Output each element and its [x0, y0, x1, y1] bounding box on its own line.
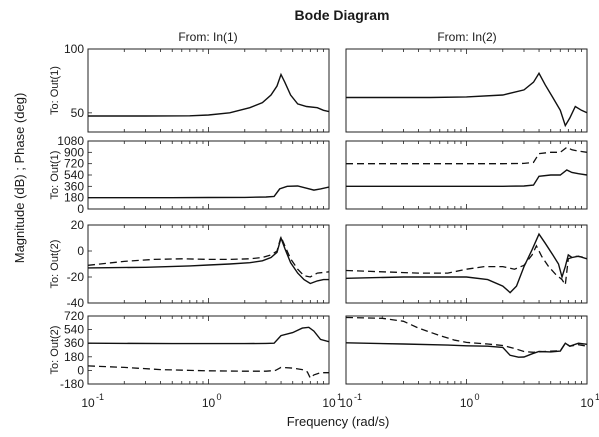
column-label-in1: From: In(1): [178, 30, 237, 44]
y-tick-label: 360: [64, 336, 84, 350]
y-tick-label: -180: [60, 377, 84, 391]
series-line-p0-solid: [88, 72, 329, 117]
x-tick-exponent: -1: [354, 392, 362, 402]
series-line-p6-solid: [88, 326, 329, 345]
x-tick-label: 10: [81, 396, 95, 410]
x-tick-label: 10: [202, 396, 216, 410]
y-tick-label: -20: [67, 270, 85, 284]
series-line-p3-solid: [346, 169, 587, 188]
y-tick-label: 20: [71, 218, 85, 232]
y-tick-label: 180: [64, 350, 84, 364]
x-tick-exponent: 0: [217, 392, 222, 402]
chart-title: Bode Diagram: [295, 7, 390, 23]
y-tick-label: 50: [71, 106, 85, 120]
x-tick-exponent: 1: [337, 392, 342, 402]
panel-frame-5: [345, 224, 588, 304]
panel-frame-0: [87, 48, 330, 133]
panel-frame-4: [87, 224, 330, 304]
x-tick-label: 10: [580, 396, 594, 410]
y-tick-label: 180: [64, 191, 84, 205]
row-label-0: To: Out(1): [49, 66, 61, 115]
y-tick-label: -40: [67, 296, 85, 310]
y-tick-label: 100: [64, 42, 84, 56]
x-tick-label: 10: [339, 396, 353, 410]
y-tick-label: 0: [77, 363, 84, 377]
series-line-p4-dashed: [88, 234, 329, 278]
y-axis-label: Magnitude (dB) ; Phase (deg): [12, 93, 27, 264]
x-tick-exponent: 0: [475, 392, 480, 402]
y-tick-label: 540: [64, 323, 84, 337]
panel-frame-7: [345, 315, 588, 385]
y-tick-label: 1080: [57, 134, 84, 148]
column-label-in2: From: In(2): [437, 30, 496, 44]
y-tick-label: 900: [64, 145, 84, 159]
x-tick-exponent: -1: [96, 392, 104, 402]
series-line-p3-dashed: [346, 146, 587, 165]
x-tick-exponent: 1: [595, 392, 599, 402]
y-tick-label: 540: [64, 168, 84, 182]
y-tick-label: 360: [64, 179, 84, 193]
x-axis-label: Frequency (rad/s): [287, 414, 390, 429]
y-tick-label: 0: [77, 202, 84, 216]
y-tick-label: 720: [64, 309, 84, 323]
panel-frame-1: [345, 48, 588, 133]
series-line-p5-dashed: [346, 244, 587, 287]
series-line-p7-solid: [346, 342, 587, 358]
series-line-p1-solid: [346, 71, 587, 128]
series-line-p4-solid: [88, 235, 329, 285]
y-tick-label: 0: [77, 244, 84, 258]
panel-frame-6: [87, 315, 330, 385]
series-line-p2-solid: [88, 185, 329, 199]
row-label-3: To: Out(2): [49, 326, 61, 375]
row-label-1: To: Out(1): [49, 151, 61, 200]
y-tick-label: 720: [64, 157, 84, 171]
x-tick-label: 10: [322, 396, 336, 410]
row-label-2: To: Out(2): [49, 240, 61, 289]
panel-frame-2: [87, 140, 330, 210]
series-line-p5-solid: [346, 232, 587, 294]
series-line-p6-dashed: [88, 365, 329, 380]
x-tick-label: 10: [460, 396, 474, 410]
